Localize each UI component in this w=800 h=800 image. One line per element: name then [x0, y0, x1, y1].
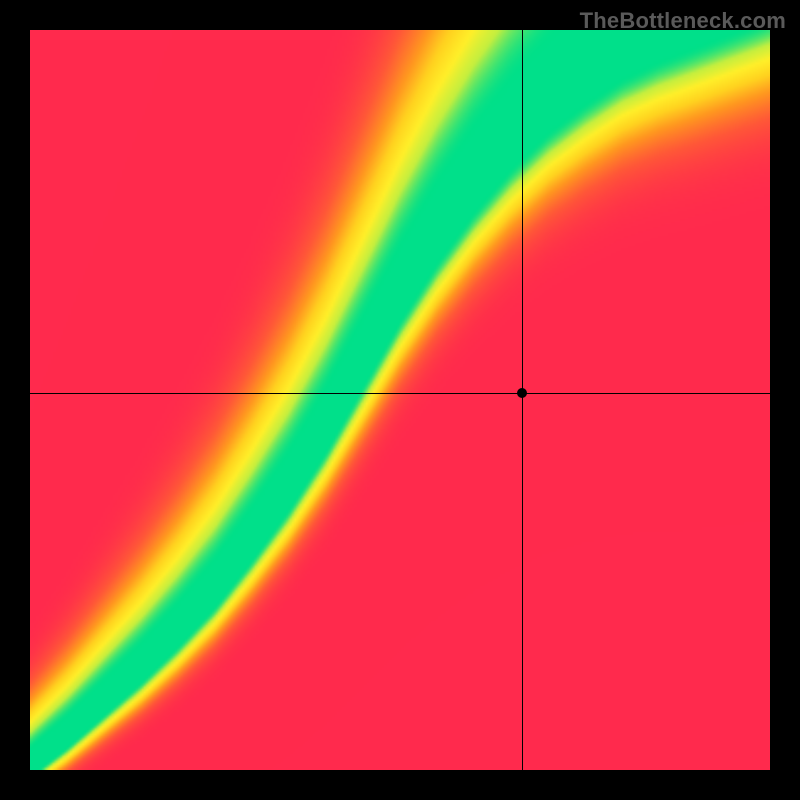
plot-area — [30, 30, 770, 770]
crosshair-horizontal — [30, 393, 770, 394]
heatmap-canvas — [30, 30, 770, 770]
crosshair-vertical — [522, 30, 523, 770]
marker-dot — [517, 388, 527, 398]
chart-root: TheBottleneck.com — [0, 0, 800, 800]
watermark-text: TheBottleneck.com — [580, 8, 786, 33]
watermark: TheBottleneck.com — [580, 8, 786, 34]
